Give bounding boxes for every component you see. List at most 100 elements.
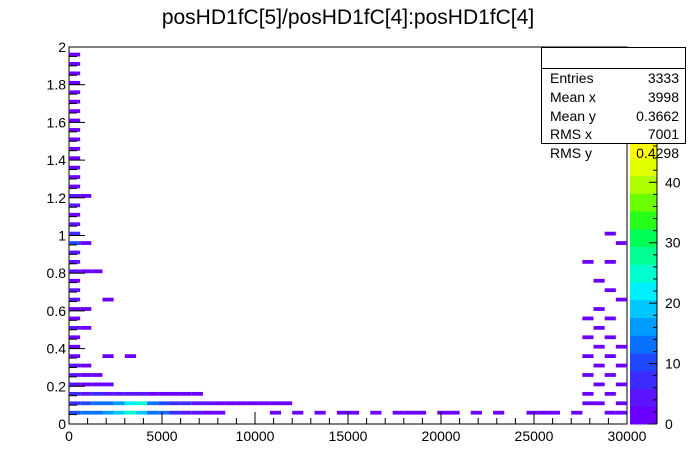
stats-label: RMS x	[550, 126, 592, 143]
heatmap-cell	[191, 401, 203, 406]
heatmap-cell	[80, 401, 92, 406]
palette-swatch	[630, 264, 657, 283]
heatmap-cell	[135, 410, 148, 415]
heatmap-cell	[91, 382, 103, 387]
heatmap-cell	[69, 382, 81, 387]
heatmap-cell	[69, 212, 81, 217]
heatmap-cell	[615, 382, 627, 387]
heatmap-cell	[113, 391, 125, 396]
palette-swatch	[630, 370, 657, 389]
y-tick-label: 1.6	[47, 114, 67, 130]
heatmap-cell	[80, 391, 92, 396]
heatmap-cell	[69, 260, 81, 264]
heatmap-cell	[202, 410, 215, 415]
heatmap-cell	[593, 401, 605, 406]
heatmap-cell	[69, 363, 81, 368]
heatmap-cell	[69, 62, 81, 66]
heatmap-cell	[69, 71, 81, 76]
heatmap-cell	[80, 373, 92, 377]
heatmap-cell	[448, 410, 460, 415]
x-tick-label: 0	[65, 428, 73, 444]
y-tick-label: 1.8	[47, 77, 67, 93]
y-tick-label: 0.4	[47, 341, 67, 357]
heatmap-cell	[403, 410, 415, 415]
heatmap-cell	[69, 278, 81, 283]
heatmap-cell	[91, 401, 103, 406]
x-tick-label: 10000	[236, 428, 275, 444]
heatmap-cell	[69, 335, 81, 340]
heatmap-cell	[69, 241, 81, 245]
heatmap-cell	[281, 401, 293, 406]
stats-box: Entries 3333 Mean x 3998 Mean y 0.3662 R…	[541, 47, 686, 161]
heatmap-cell	[69, 109, 81, 113]
heatmap-cell	[582, 316, 594, 321]
heatmap-cell	[135, 401, 148, 406]
palette-swatch	[630, 246, 657, 265]
heatmap-cell	[113, 401, 125, 406]
heatmap-cell	[169, 391, 181, 396]
heatmap-cell	[180, 410, 192, 415]
heatmap-cell	[69, 373, 81, 377]
y-tick-label: 0.6	[47, 303, 67, 319]
stats-value: 3333	[647, 70, 679, 86]
heatmap-cell	[147, 410, 159, 415]
z-tick-label: 40	[665, 174, 681, 190]
heatmap-cell	[102, 354, 114, 359]
stats-value: 3998	[647, 88, 679, 105]
heatmap-cell	[69, 80, 81, 85]
heatmap-cell	[615, 297, 627, 302]
heatmap-cell	[336, 410, 348, 415]
palette-swatch	[630, 140, 657, 159]
heatmap-cell	[526, 410, 538, 415]
heatmap-cell	[180, 391, 192, 396]
heatmap-cell	[102, 297, 114, 302]
heatmap-cell	[392, 410, 404, 415]
heatmap-cell	[258, 401, 270, 406]
heatmap-cell	[437, 410, 449, 415]
heatmap-cell	[158, 391, 170, 396]
heatmap-cell	[169, 401, 181, 406]
heatmap-cell	[69, 354, 81, 359]
x-tick-label: 15000	[329, 428, 368, 444]
palette-swatch	[630, 299, 657, 318]
y-tick-label: 2	[58, 39, 66, 55]
heatmap-cell	[124, 401, 136, 406]
heatmap-cell	[69, 391, 81, 396]
heatmap-cell	[69, 90, 81, 95]
x-tick-label: 20000	[422, 428, 461, 444]
palette-swatch	[630, 211, 657, 230]
heatmap-cell	[493, 410, 505, 415]
heatmap-cell	[91, 410, 103, 415]
stats-label: Mean y	[550, 107, 596, 124]
heatmap-cell	[69, 250, 81, 255]
plot-frame	[68, 46, 628, 425]
heatmap-cell	[593, 344, 605, 349]
heatmap-cell	[180, 401, 192, 406]
heatmap-cell	[615, 363, 627, 368]
chart-title: posHD1fC[5]/posHD1fC[4]:posHD1fC[4]	[161, 6, 535, 29]
heatmap-cell	[69, 222, 81, 227]
x-tick-label: 30000	[608, 428, 647, 444]
heatmap-cell	[69, 99, 81, 104]
stats-row-rms-x: RMS x 7001	[542, 125, 685, 144]
heatmap-cell	[69, 203, 81, 208]
heatmap-cell	[582, 260, 594, 264]
heatmap-cell	[69, 297, 81, 302]
heatmap-cell	[91, 269, 103, 274]
stats-row-entries: Entries 3333	[542, 69, 685, 88]
heatmap-cell	[615, 344, 627, 349]
palette-swatch	[630, 317, 657, 336]
x-tick-label: 5000	[146, 428, 177, 444]
heatmap-cell	[615, 410, 627, 415]
heatmap-cell	[582, 401, 594, 406]
stats-value: 7001	[647, 126, 679, 143]
heatmap-cell	[80, 241, 92, 245]
heatmap-cell	[604, 391, 616, 396]
heatmap-cell	[124, 410, 136, 415]
y-tick-label: 0	[58, 416, 66, 432]
z-tick-label: 30	[665, 235, 681, 251]
y-tick-label: 1	[58, 228, 66, 244]
heatmap-cell	[604, 410, 616, 415]
heatmap-cell	[604, 316, 616, 321]
